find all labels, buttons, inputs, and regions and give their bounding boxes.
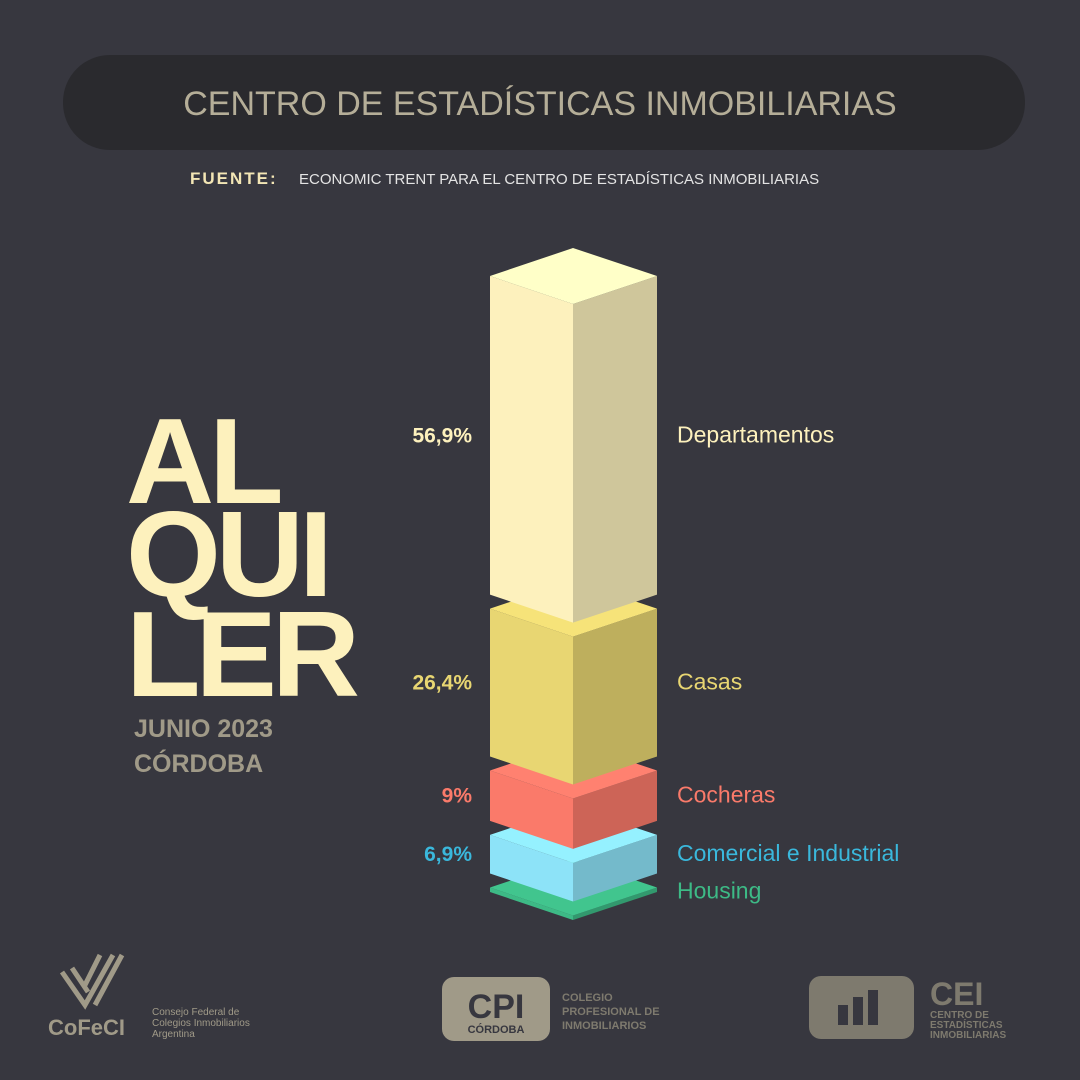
logo-city: CÓRDOBA xyxy=(468,1023,525,1036)
block-left-face xyxy=(490,608,573,785)
block-right-face xyxy=(573,887,657,920)
logo-line: Consejo Federal de xyxy=(152,1007,240,1018)
logo-name: CoFeCI xyxy=(48,1015,125,1040)
logo-name: CEI xyxy=(930,976,983,1012)
title-line: QUI xyxy=(126,486,328,622)
block-top-face xyxy=(490,248,657,304)
cei-logo: CEI CENTRO DE ESTADÍSTICAS INMOBILIARIAS xyxy=(809,976,1006,1041)
block-left-face xyxy=(490,834,573,902)
value-label: 56,9% xyxy=(412,424,472,447)
cpi-box xyxy=(442,977,550,1041)
block xyxy=(490,248,657,623)
logo-line: INMOBILIARIAS xyxy=(930,1030,1006,1041)
category-label: Departamentos xyxy=(677,421,834,447)
header-pill xyxy=(63,55,1025,150)
block-left-face xyxy=(490,770,573,849)
source-text: ECONOMIC TRENT PARA EL CENTRO DE ESTADÍS… xyxy=(299,171,819,188)
block-right-face xyxy=(573,608,657,785)
block-left-face xyxy=(490,887,573,920)
logo-line: CENTRO DE xyxy=(930,1010,989,1021)
block-right-face xyxy=(573,834,657,902)
subtitle-line: CÓRDOBA xyxy=(134,748,263,778)
category-label: Cocheras xyxy=(677,782,775,808)
logo-line: Argentina xyxy=(152,1029,195,1040)
logo-line: PROFESIONAL DE xyxy=(562,1006,660,1018)
side-title: AL QUI LER xyxy=(126,393,363,722)
source-label: FUENTE: xyxy=(190,169,278,188)
title-line: AL xyxy=(126,393,280,529)
block-right-face xyxy=(573,770,657,849)
cei-icon-bar xyxy=(868,990,878,1025)
cei-icon-bar xyxy=(838,1005,848,1025)
value-label: 26,4% xyxy=(412,672,472,695)
logo-line: COLEGIO xyxy=(562,992,613,1004)
cpi-logo: CPI CÓRDOBA COLEGIO PROFESIONAL DE INMOB… xyxy=(442,977,660,1041)
stack: Housing 6,9% Comercial e Industrial 9% Coche… xyxy=(412,248,899,920)
title-line: LER xyxy=(126,586,358,722)
subtitle-line: JUNIO 2023 xyxy=(134,715,273,743)
logo-line: Colegios Inmobiliarios xyxy=(152,1018,250,1029)
cofeci-mark xyxy=(59,953,125,1010)
logo-line: ESTADÍSTICAS xyxy=(930,1018,1003,1031)
value-label: 9% xyxy=(442,785,473,808)
category-label: Comercial e Industrial xyxy=(677,840,899,866)
cofeci-logo: CoFeCI Consejo Federal de Colegios Inmob… xyxy=(48,953,250,1040)
block-right-face xyxy=(573,276,657,623)
value-label: 6,9% xyxy=(424,843,472,866)
category-label: Housing xyxy=(677,878,761,904)
category-label: Casas xyxy=(677,669,742,695)
logo-line: INMOBILIARIOS xyxy=(562,1020,646,1032)
logo-name: CPI xyxy=(468,988,525,1026)
header-title: CENTRO DE ESTADÍSTICAS INMOBILIARIAS xyxy=(183,85,897,123)
block-left-face xyxy=(490,276,573,623)
cei-icon-bar xyxy=(853,997,863,1025)
